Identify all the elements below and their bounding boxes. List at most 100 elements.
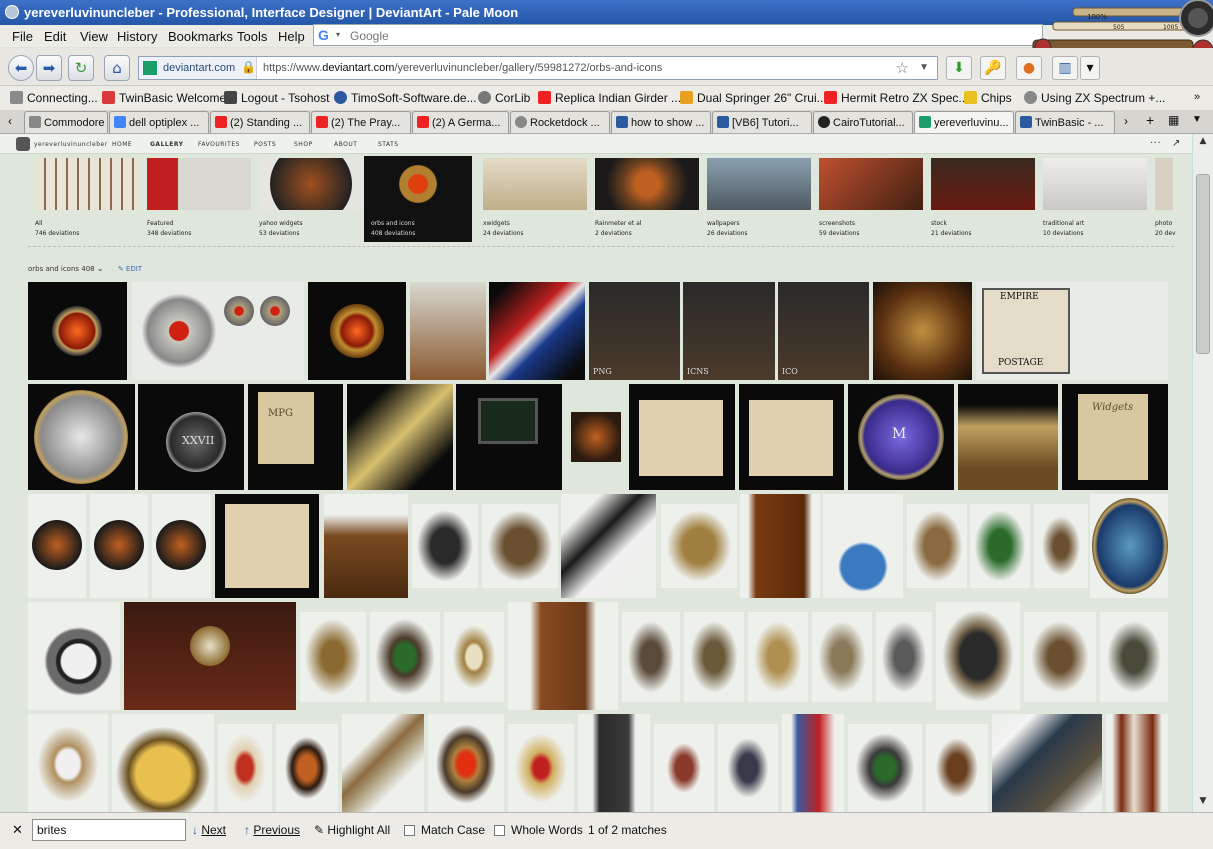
nav-gallery[interactable]: GALLERY [150, 141, 184, 148]
site-identity-button[interactable]: deviantart.com 🔒 [139, 57, 257, 79]
forward-button[interactable]: ➡ [36, 55, 62, 81]
scroll-down-icon[interactable]: ▼ [1199, 796, 1207, 806]
gallery-thumbnail[interactable] [812, 612, 872, 702]
menu-tools[interactable]: Tools [237, 29, 268, 44]
gallery-thumbnail[interactable] [489, 282, 585, 380]
edit-gallery-button[interactable]: ✎ EDIT [117, 265, 143, 273]
user-avatar[interactable] [16, 137, 30, 151]
gallery-thumbnail[interactable] [782, 714, 844, 812]
menu-help[interactable]: Help [278, 29, 305, 44]
find-next-button[interactable]: ↓ Next [192, 823, 226, 837]
gallery-folder-xwidgets[interactable]: xwidgets 24 deviations [476, 156, 594, 242]
gallery-thumbnail[interactable] [276, 724, 338, 812]
url-text[interactable]: https://www.deviantart.com/yereverluvinu… [263, 62, 662, 74]
gallery-thumbnail[interactable] [215, 494, 319, 598]
bookmark-item[interactable]: Chips [964, 91, 1012, 105]
bookmark-item[interactable]: Hermit Retro ZX Spec... [824, 91, 968, 105]
menu-file[interactable]: File [12, 29, 33, 44]
gallery-thumbnail[interactable] [28, 282, 127, 380]
gallery-folder-screenshots[interactable]: screenshots 59 deviations [812, 156, 930, 242]
bookmark-item[interactable]: TimoSoft-Software.de... [334, 91, 477, 105]
gallery-thumbnail[interactable] [28, 384, 135, 490]
bookmarks-overflow-button[interactable]: » [1194, 91, 1201, 103]
bookmark-item[interactable]: CorLib [478, 91, 530, 105]
gallery-thumbnail[interactable] [561, 494, 656, 598]
gallery-thumbnail[interactable]: MPG [248, 384, 343, 490]
gallery-thumbnail[interactable] [347, 384, 453, 490]
gallery-thumbnail[interactable] [848, 724, 922, 812]
gallery-thumbnail[interactable] [342, 714, 424, 812]
gallery-thumbnail[interactable]: EMPIRE POSTAGE [976, 282, 1168, 380]
gallery-thumbnail[interactable]: PNG [589, 282, 680, 380]
find-previous-button[interactable]: ↑ Previous [244, 823, 300, 837]
gallery-thumbnail[interactable] [1106, 714, 1168, 812]
search-box[interactable]: G ▾ Google [313, 24, 1043, 46]
gallery-thumbnail[interactable] [654, 724, 714, 812]
bookmark-item[interactable]: Connecting... [10, 91, 98, 105]
gallery-thumbnail[interactable] [1034, 504, 1088, 588]
bookmark-item[interactable]: Dual Springer 26" Crui... [680, 91, 827, 105]
url-dropdown-icon[interactable]: ▼ [919, 62, 929, 73]
tab[interactable]: [VB6] Tutori... [712, 111, 812, 133]
gallery-thumbnail[interactable] [958, 384, 1058, 490]
whole-words-checkbox[interactable]: Whole Words [494, 823, 583, 837]
key-button[interactable]: 🔑 [980, 56, 1006, 80]
gallery-thumbnail[interactable] [508, 724, 574, 812]
gallery-thumbnail[interactable] [444, 612, 504, 702]
tab[interactable]: dell optiplex ... [109, 111, 209, 133]
gallery-thumbnail[interactable] [308, 282, 406, 380]
more-icon[interactable]: ··· [1150, 138, 1162, 149]
gallery-thumbnail[interactable] [992, 714, 1102, 812]
tab[interactable]: Commodore ... [24, 111, 108, 133]
bookmark-item[interactable]: Replica Indian Girder ... [538, 91, 681, 105]
share-icon[interactable]: ↗ [1172, 138, 1181, 149]
bookmark-item[interactable]: Using ZX Spectrum +... [1024, 91, 1165, 105]
gallery-thumbnail[interactable] [629, 384, 735, 490]
close-find-bar-icon[interactable]: ✕ [12, 822, 23, 837]
gallery-thumbnail[interactable] [124, 602, 296, 710]
sidebar-dropdown-button[interactable]: ▾ [1080, 56, 1100, 80]
gallery-thumbnail[interactable] [112, 714, 214, 812]
bookmark-star-icon[interactable]: ☆ [895, 60, 909, 77]
tab[interactable]: (2) A Germa... [412, 111, 509, 133]
profile-username[interactable]: yereverluvinuncleber [34, 141, 108, 148]
gallery-folder-traditional-art[interactable]: traditional art 10 deviations [1036, 156, 1154, 242]
gallery-thumbnail[interactable] [132, 282, 304, 380]
gallery-folder-yahoo-widgets[interactable]: yahoo widgets 53 deviations [252, 156, 370, 242]
tab-scroll-left-icon[interactable]: ‹ [8, 114, 12, 128]
match-case-checkbox[interactable]: Match Case [404, 823, 485, 837]
gallery-thumbnail[interactable] [508, 602, 618, 710]
gallery-thumbnail[interactable] [578, 714, 650, 812]
gallery-thumbnail[interactable] [823, 494, 903, 598]
home-button[interactable]: ⌂ [104, 55, 130, 81]
gallery-thumbnail[interactable] [324, 494, 408, 598]
gallery-thumbnail[interactable] [571, 412, 621, 462]
gallery-folder-stock[interactable]: stock 21 deviations [924, 156, 1042, 242]
tab[interactable]: (2) Standing ... [210, 111, 310, 133]
gallery-folder-wallpapers[interactable]: wallpapers 26 deviations [700, 156, 818, 242]
tab-list-icon[interactable]: ▼ [1192, 114, 1202, 125]
gallery-folder-orbs-and-icons[interactable]: orbs and icons 408 deviations [364, 156, 472, 242]
gallery-thumbnail[interactable] [412, 504, 478, 588]
new-tab-icon[interactable]: + [1146, 112, 1155, 128]
gallery-thumbnail[interactable] [300, 612, 366, 702]
gallery-folder-photo[interactable]: photo 20 dev [1148, 156, 1178, 242]
gallery-thumbnail[interactable] [370, 612, 440, 702]
gallery-thumbnail[interactable] [482, 504, 558, 588]
addon-button[interactable]: ● [1016, 56, 1042, 80]
gallery-thumbnail[interactable] [1090, 494, 1168, 598]
vertical-scrollbar[interactable]: ▲ ▼ [1192, 134, 1213, 812]
gallery-thumbnail[interactable] [410, 282, 486, 380]
menu-bookmarks[interactable]: Bookmarks [168, 29, 234, 44]
gallery-thumbnail[interactable] [970, 504, 1030, 588]
gallery-thumbnail[interactable] [684, 612, 744, 702]
tab-grid-icon[interactable]: ▦ [1168, 113, 1180, 127]
gallery-folder-rainmeter[interactable]: Rainmeter et al 2 deviations [588, 156, 706, 242]
tab-scroll-right-icon[interactable]: › [1124, 114, 1128, 128]
gallery-folder-featured[interactable]: Featured 348 deviations [140, 156, 258, 242]
tab[interactable]: Rocketdock ... [510, 111, 610, 133]
bookmark-item[interactable]: Logout - Tsohost [224, 91, 330, 105]
gallery-thumbnail[interactable] [456, 384, 562, 490]
tab-active[interactable]: yereverluvinu... [914, 111, 1014, 133]
gallery-thumbnail[interactable] [218, 724, 272, 812]
